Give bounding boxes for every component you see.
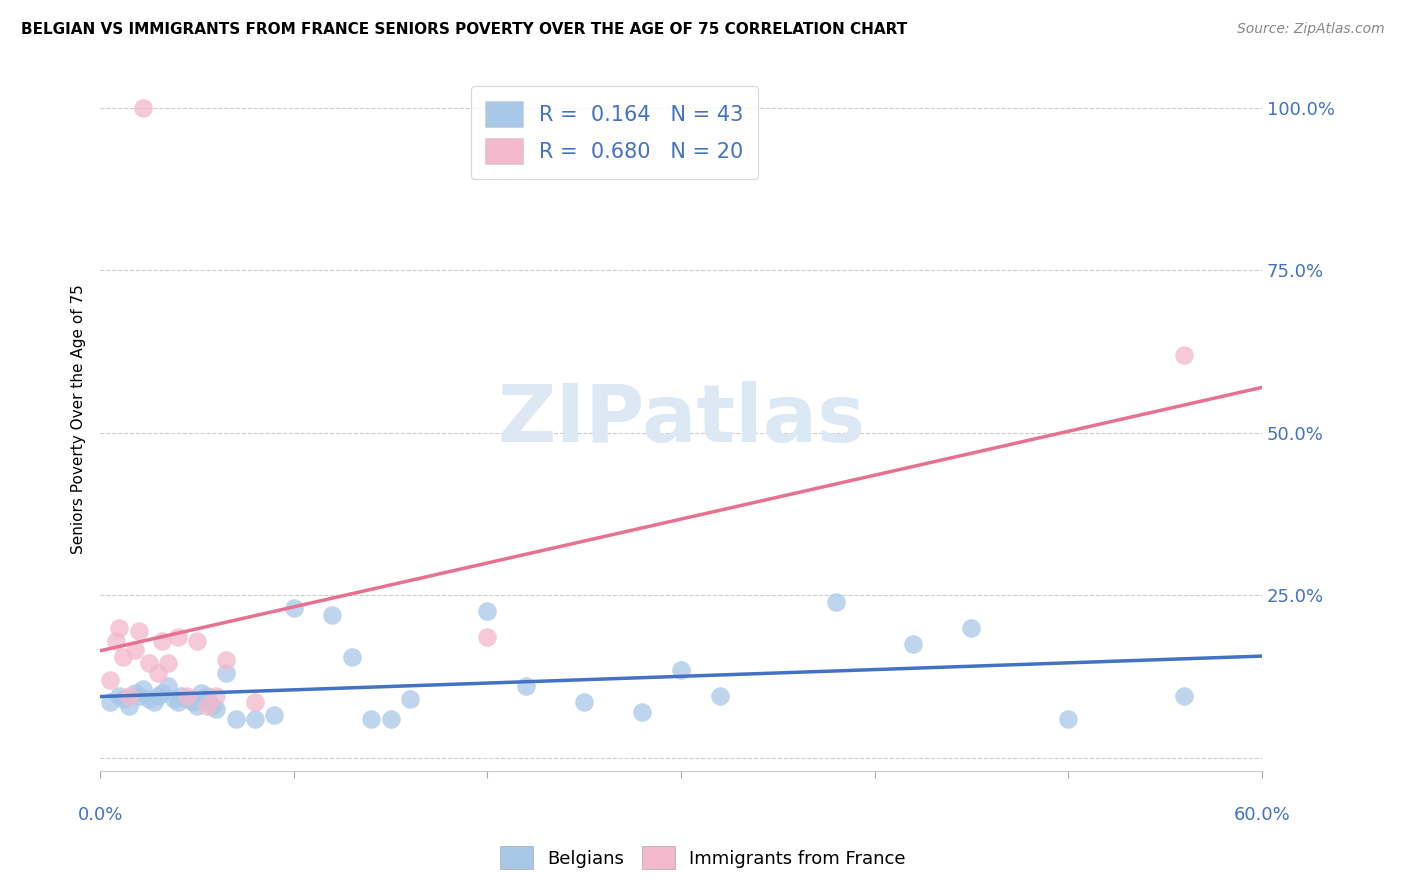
Point (181, 695, 204, 709)
Point (515, 679, 537, 693)
Point (477, 630, 499, 644)
Point (148, 665, 170, 680)
Point (205, 689, 228, 703)
Point (124, 685, 146, 699)
Legend: R =  0.164   N = 43, R =  0.680   N = 20: R = 0.164 N = 43, R = 0.680 N = 20 (471, 86, 758, 179)
Point (143, 695, 166, 709)
Point (205, 702, 228, 716)
Point (176, 689, 198, 703)
Point (112, 692, 135, 706)
Point (574, 695, 596, 709)
Point (138, 692, 160, 706)
Point (176, 692, 198, 706)
Point (709, 689, 731, 703)
Point (148, 689, 170, 703)
Point (118, 689, 141, 703)
Point (1173, 689, 1195, 703)
Point (380, 711, 402, 725)
Point (321, 607, 343, 622)
Point (98, 673, 121, 687)
Point (128, 624, 150, 638)
Point (399, 692, 422, 706)
Point (132, 682, 155, 697)
Point (163, 692, 186, 706)
Point (98, 695, 121, 709)
Point (825, 594, 848, 608)
Point (118, 698, 141, 713)
Point (215, 665, 238, 680)
Point (195, 689, 218, 703)
Point (903, 637, 925, 651)
Point (186, 698, 208, 713)
Legend: Belgians, Immigrants from France: Belgians, Immigrants from France (491, 838, 915, 879)
Point (225, 711, 247, 725)
Point (340, 649, 363, 664)
Point (138, 657, 160, 671)
Point (112, 649, 135, 664)
Point (190, 685, 212, 699)
Point (170, 689, 193, 703)
Point (166, 630, 188, 644)
Text: ZIPatlas: ZIPatlas (496, 381, 865, 458)
Point (195, 698, 218, 713)
Point (477, 604, 499, 618)
Point (669, 663, 692, 677)
Text: BELGIAN VS IMMIGRANTS FROM FRANCE SENIORS POVERTY OVER THE AGE OF 75 CORRELATION: BELGIAN VS IMMIGRANTS FROM FRANCE SENIOR… (21, 22, 907, 37)
Point (360, 711, 382, 725)
Point (960, 620, 983, 634)
Point (124, 643, 146, 657)
Point (108, 620, 131, 634)
Point (201, 698, 224, 713)
Point (631, 705, 654, 719)
Point (128, 689, 150, 703)
Point (132, 101, 155, 115)
Point (243, 711, 266, 725)
Point (243, 695, 266, 709)
Point (166, 695, 188, 709)
Point (283, 601, 305, 615)
Text: 0.0%: 0.0% (77, 806, 122, 824)
Point (215, 653, 238, 667)
Text: Source: ZipAtlas.com: Source: ZipAtlas.com (1237, 22, 1385, 37)
Point (1173, 347, 1195, 361)
Point (150, 685, 173, 699)
Point (156, 679, 179, 693)
Point (108, 689, 131, 703)
Point (156, 657, 179, 671)
Point (186, 633, 208, 648)
Point (104, 633, 127, 648)
Y-axis label: Seniors Poverty Over the Age of 75: Seniors Poverty Over the Age of 75 (72, 285, 86, 555)
Point (263, 708, 285, 723)
Point (150, 633, 173, 648)
Point (1057, 711, 1080, 725)
Text: 60.0%: 60.0% (1233, 806, 1291, 824)
